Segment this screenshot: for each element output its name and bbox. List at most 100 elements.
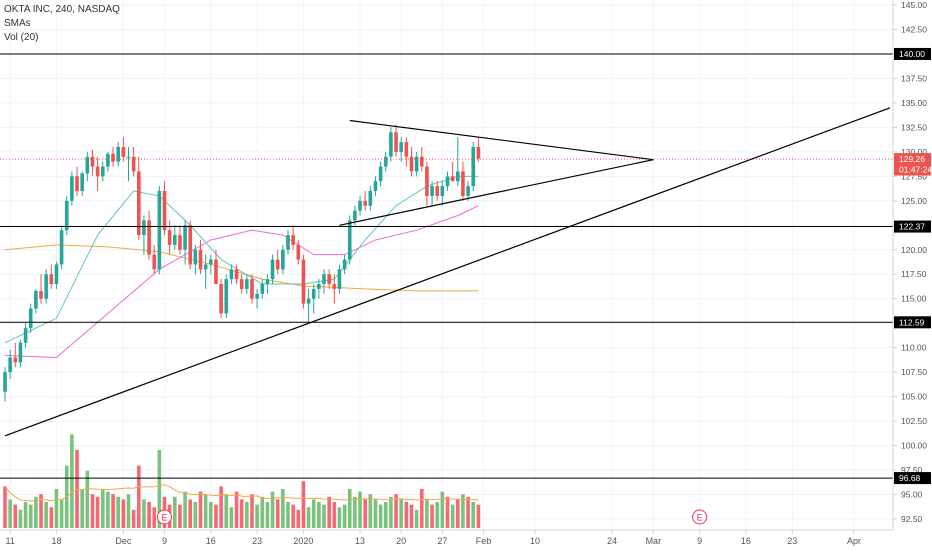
volume-bar: [471, 502, 476, 528]
volume-bar: [90, 494, 95, 528]
volume-bar: [327, 496, 331, 528]
earnings-marker[interactable]: [157, 509, 173, 525]
price-axis-label: 92.50: [901, 514, 923, 524]
volume-bar: [394, 494, 398, 528]
volume-bar: [203, 494, 208, 528]
candle-body: [28, 308, 33, 329]
volume-label[interactable]: Vol (20): [4, 32, 39, 43]
price-tag[interactable]: [894, 472, 931, 485]
candle-body: [157, 191, 162, 270]
candle-body: [399, 142, 403, 152]
volume-bar: [39, 494, 43, 528]
volume-bar: [95, 496, 100, 528]
candle-body: [116, 146, 120, 162]
candle-body: [255, 293, 259, 299]
volume-bar: [275, 499, 280, 528]
price-axis-label: 135.00: [901, 98, 927, 108]
candle-body: [306, 298, 311, 304]
volume-bar: [430, 504, 434, 528]
price-tag[interactable]: [894, 316, 931, 329]
trendline[interactable]: [4, 107, 891, 437]
volume-bar: [75, 450, 79, 528]
candle-body: [245, 279, 249, 289]
candle-body: [389, 132, 393, 157]
candle-body: [224, 279, 229, 314]
volume-bar: [296, 509, 301, 528]
volume-bar: [250, 494, 254, 528]
candle-body: [440, 186, 445, 196]
price-axis-label: 102.50: [901, 416, 927, 426]
volume-bar: [455, 499, 460, 528]
volume-bar: [142, 499, 146, 528]
candle-body: [95, 166, 100, 177]
candle-body: [275, 259, 280, 270]
candle-body: [363, 200, 367, 206]
volume-bar: [209, 502, 213, 528]
candle-body: [136, 171, 141, 236]
candle-body: [270, 259, 275, 280]
candle-body: [404, 142, 409, 157]
time-axis-label: Feb: [476, 536, 492, 546]
candle-body: [466, 186, 470, 196]
candle-body: [373, 181, 378, 192]
volume-bar: [399, 499, 403, 528]
price-axis-label: 105.00: [901, 392, 927, 402]
volume-bar: [34, 496, 38, 528]
volume-bar: [255, 504, 259, 528]
price-tag[interactable]: [894, 47, 931, 60]
time-axis-label: 23: [252, 536, 262, 546]
volume-bar: [445, 496, 450, 528]
candle-body: [85, 156, 90, 174]
volume-bar: [347, 489, 352, 528]
volume-bar: [358, 491, 362, 528]
volume-bar: [435, 502, 440, 528]
candle-body: [121, 146, 126, 157]
volume-bar: [178, 504, 182, 528]
candle-body: [265, 279, 270, 285]
volume-bar: [106, 491, 110, 528]
time-axis-label: 23: [787, 536, 797, 546]
time-axis-label: 27: [437, 536, 447, 546]
candle-body: [445, 176, 450, 187]
price-axis-label: 127.50: [901, 171, 927, 181]
sma-mid-line[interactable]: [4, 205, 479, 358]
smas-label[interactable]: SMAs: [4, 18, 31, 29]
price-tag[interactable]: [894, 220, 931, 233]
price-tag[interactable]: [894, 163, 931, 176]
volume-bar: [291, 504, 295, 528]
candle-body: [234, 269, 239, 280]
candle-body: [301, 259, 306, 304]
candle-body: [353, 210, 357, 221]
candle-body: [209, 259, 213, 265]
price-tag-label: 96.68: [899, 473, 921, 483]
candle-body: [311, 288, 316, 299]
candle-body: [90, 156, 95, 167]
trendline[interactable]: [349, 119, 654, 161]
volume-bar: [100, 489, 105, 528]
volume-bar: [49, 507, 54, 528]
trendline[interactable]: [339, 159, 654, 226]
earnings-marker[interactable]: [692, 509, 708, 525]
price-axis-label: 95.00: [901, 490, 923, 500]
candle-body: [378, 166, 383, 182]
volume-bar: [404, 502, 409, 528]
volume-bar: [111, 494, 115, 528]
price-axis-label: 97.50: [901, 465, 923, 475]
candle-body: [172, 235, 177, 245]
candle-body: [34, 290, 38, 309]
volume-bar: [342, 504, 347, 528]
volume-bar: [54, 489, 59, 528]
price-axis-label: 137.50: [901, 73, 927, 83]
price-tag[interactable]: [894, 153, 931, 166]
time-axis-label: 13: [355, 536, 365, 546]
candle-body: [368, 191, 373, 206]
candle-body: [430, 186, 434, 196]
candle-body: [100, 166, 105, 177]
time-axis-label: 11: [5, 536, 14, 546]
volume-bar: [23, 502, 28, 528]
volume-bar: [383, 502, 388, 528]
price-tag-label: 112.59: [899, 317, 925, 327]
